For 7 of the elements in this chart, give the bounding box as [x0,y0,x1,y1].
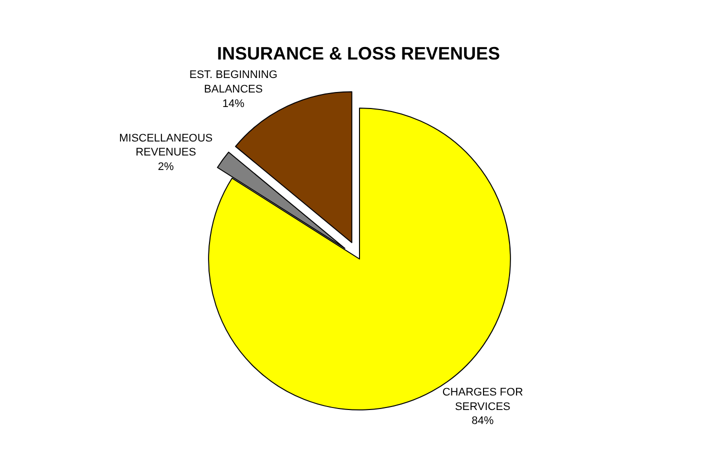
data-label: 2% [158,160,174,173]
slice-label: EST. BEGINNING BALANCES [189,69,278,96]
chart-title: INSURANCE & LOSS REVENUES [216,43,500,64]
slice-label: MISCELLANEOUS REVENUES [119,132,213,159]
data-label: 84% [472,415,494,428]
slice-label: CHARGES FOR SERVICES [442,386,524,413]
data-label: 14% [222,98,245,110]
